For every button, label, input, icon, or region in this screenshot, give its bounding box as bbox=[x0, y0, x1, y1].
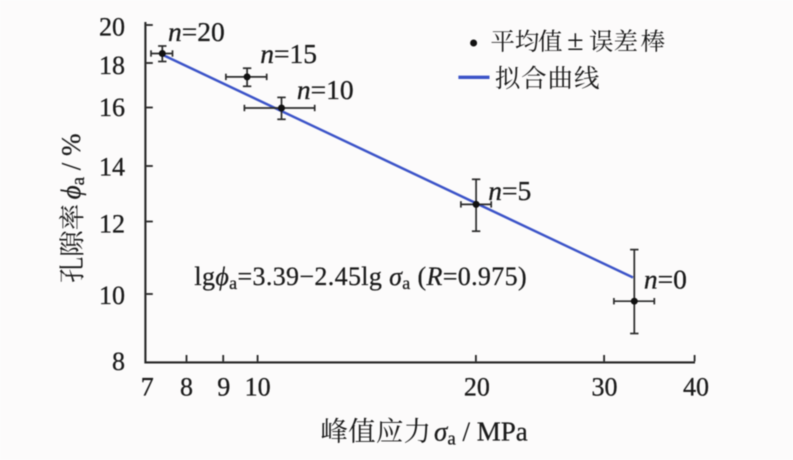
svg-text:10: 10 bbox=[99, 281, 125, 310]
svg-text:10: 10 bbox=[245, 372, 271, 401]
svg-text:9: 9 bbox=[217, 372, 230, 401]
svg-text:n=5: n=5 bbox=[488, 175, 531, 206]
svg-text:18: 18 bbox=[99, 51, 125, 80]
svg-text:20: 20 bbox=[464, 372, 490, 401]
svg-text:40: 40 bbox=[683, 372, 709, 401]
svg-text:30: 30 bbox=[592, 372, 618, 401]
svg-text:n=10: n=10 bbox=[297, 74, 354, 105]
svg-text:n=0: n=0 bbox=[644, 264, 687, 295]
svg-text:lgϕa=3.39−2.45lg σa (R=0.975): lgϕa=3.39−2.45lg σa (R=0.975) bbox=[194, 262, 527, 293]
svg-text:ϕa / %: ϕa / % bbox=[56, 133, 89, 199]
svg-text:20: 20 bbox=[99, 13, 125, 42]
svg-text:8: 8 bbox=[112, 347, 125, 376]
svg-text:7: 7 bbox=[141, 372, 154, 401]
svg-text:12: 12 bbox=[99, 209, 125, 238]
svg-text:n=20: n=20 bbox=[168, 16, 225, 47]
svg-text:n=15: n=15 bbox=[260, 38, 317, 69]
svg-text:8: 8 bbox=[180, 372, 193, 401]
svg-text:16: 16 bbox=[99, 93, 125, 122]
svg-text:14: 14 bbox=[99, 152, 125, 181]
svg-text:±: ± bbox=[567, 24, 583, 57]
svg-text:σa / MPa: σa / MPa bbox=[434, 417, 528, 450]
